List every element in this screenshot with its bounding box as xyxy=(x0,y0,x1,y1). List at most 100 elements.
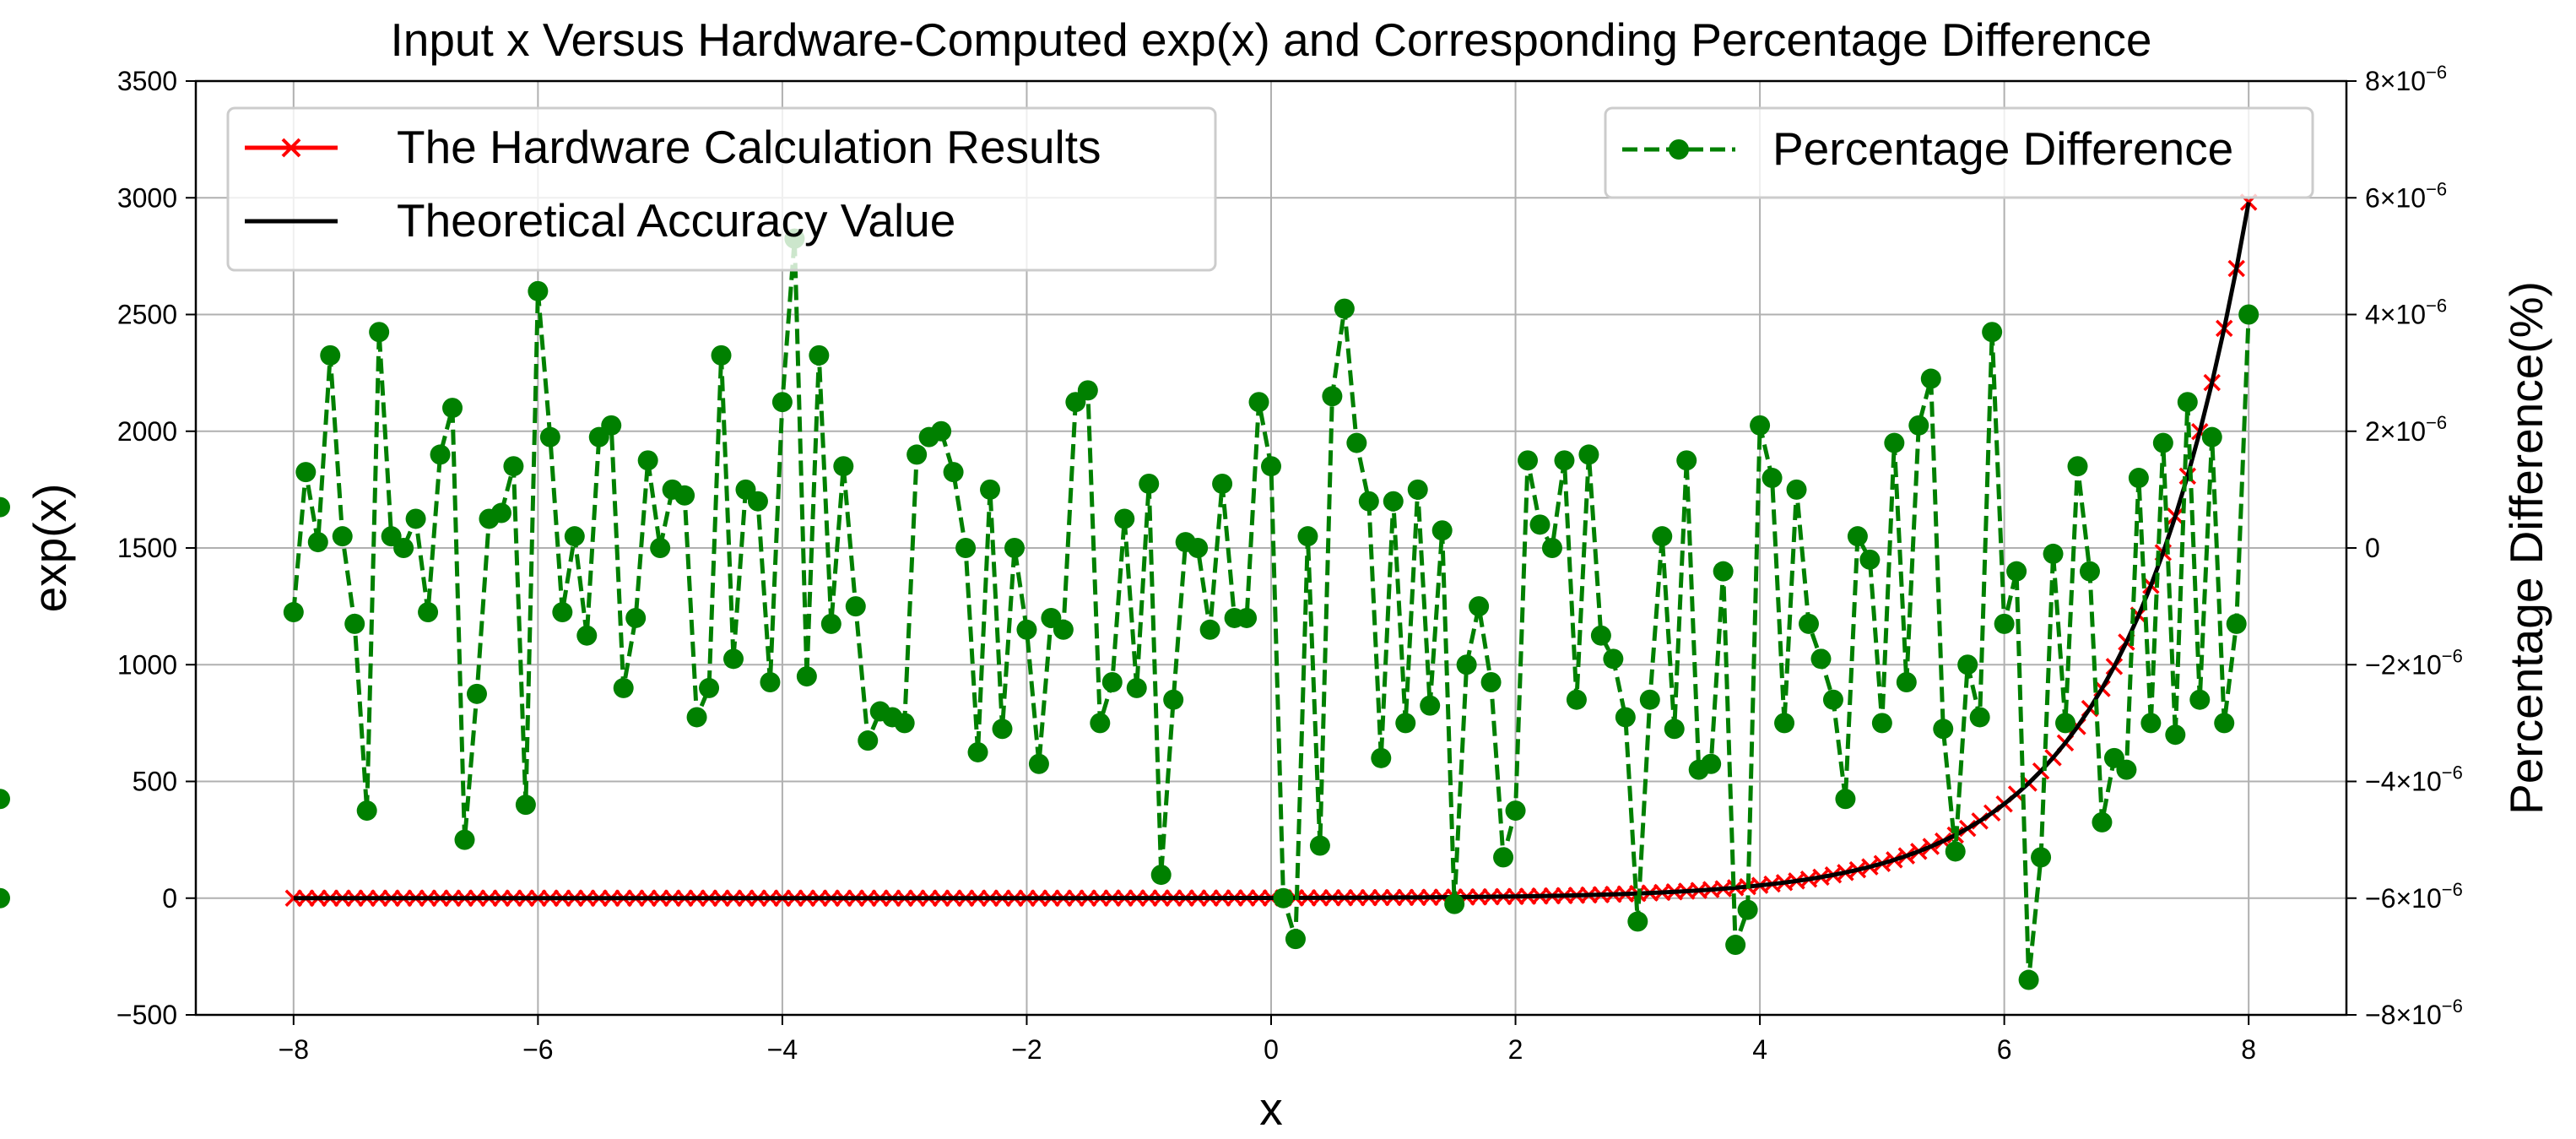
series-percentage-marker xyxy=(1810,648,1832,670)
series-percentage-marker xyxy=(613,677,634,698)
series-percentage-marker xyxy=(552,602,573,623)
series-percentage-marker xyxy=(1237,607,1258,628)
series-percentage-marker xyxy=(2177,392,2198,413)
series-percentage-marker xyxy=(1199,619,1220,640)
series-percentage-marker xyxy=(1407,479,1428,500)
series-percentage-marker xyxy=(1150,865,1172,886)
x-tick-label: 4 xyxy=(1752,1034,1767,1065)
series-percentage-marker xyxy=(564,526,585,547)
series-percentage-marker xyxy=(1603,648,1624,670)
series-percentage-marker xyxy=(711,344,732,366)
series-percentage-marker xyxy=(1505,800,1526,822)
series-percentage-marker xyxy=(1077,380,1098,401)
series-percentage-marker xyxy=(760,671,781,692)
series-percentage-marker xyxy=(2116,759,2137,780)
series-percentage-marker xyxy=(1297,526,1318,547)
x-axis-label: x xyxy=(1259,1082,1283,1135)
series-percentage-marker xyxy=(1590,625,1611,646)
series-percentage-marker xyxy=(1799,613,1819,634)
y-tick-label: 2500 xyxy=(117,300,177,330)
legend-right: Percentage Difference xyxy=(1604,106,2314,199)
series-percentage-marker xyxy=(1101,671,1123,692)
series-percentage-marker xyxy=(1114,508,1135,529)
series-percentage-marker xyxy=(2238,304,2259,325)
series-percentage-marker xyxy=(820,613,842,634)
series-percentage-marker xyxy=(699,677,720,698)
series-percentage-marker xyxy=(1664,719,1685,740)
series-percentage-marker xyxy=(1554,450,1575,471)
series-percentage-marker xyxy=(601,415,622,436)
legend-theoretical-label: Theoretical Accuracy Value xyxy=(397,194,955,247)
series-percentage-marker xyxy=(931,420,952,442)
legend-right-box xyxy=(1604,106,2314,199)
series-percentage-marker xyxy=(1139,473,1160,494)
y2-tick-label: −8×10−6 xyxy=(2365,995,2463,1030)
series-percentage-marker xyxy=(1212,473,1233,494)
series-percentage-marker xyxy=(1358,491,1379,512)
series-percentage-marker xyxy=(1334,298,1355,319)
series-percentage-marker xyxy=(845,596,866,617)
series-percentage-marker xyxy=(1713,561,1734,582)
series-percentage-marker xyxy=(1004,538,1025,558)
y-tick-label: 1000 xyxy=(117,649,177,680)
series-percentage-marker xyxy=(1920,368,1941,389)
series-percentage-marker xyxy=(1578,444,1599,465)
series-percentage-marker xyxy=(1994,613,2015,634)
series-percentage-marker xyxy=(943,462,964,483)
series-percentage-marker xyxy=(1346,432,1367,453)
y2-tick-label: 8×10−6 xyxy=(2365,62,2447,96)
series-percentage-marker xyxy=(1884,432,1905,453)
series-percentage-marker xyxy=(2152,432,2173,453)
y-tick-label: 3500 xyxy=(117,66,177,96)
series-percentage-marker xyxy=(1016,619,1037,640)
series-percentage-marker xyxy=(1908,415,1929,436)
legend-left: The Hardware Calculation Results Theoret… xyxy=(226,106,1217,272)
x-axis-ticks: −8 −6 −4 −2 0 2 4 6 8 xyxy=(279,1015,2256,1065)
legend-hardware-label: The Hardware Calculation Results xyxy=(397,121,1101,173)
series-percentage-marker xyxy=(980,479,1001,500)
y-tick-label: 0 xyxy=(162,883,177,914)
y-axis-ticks: −500 0 500 1000 1500 2000 2500 3000 3500 xyxy=(116,66,196,1030)
series-percentage-marker xyxy=(1371,747,1392,768)
series-percentage-marker xyxy=(1627,911,1648,932)
series-percentage-marker xyxy=(405,508,426,529)
series-percentage-marker xyxy=(1469,596,1490,617)
series-percentage-marker xyxy=(576,625,598,646)
series-percentage-marker xyxy=(1957,654,1978,675)
series-percentage-marker xyxy=(1639,689,1660,710)
series-percentage-marker xyxy=(2214,713,2235,734)
series-percentage-marker xyxy=(992,719,1013,740)
series-percentage-marker xyxy=(1701,753,1722,774)
series-percentage-marker xyxy=(906,444,928,465)
series-percentage-marker xyxy=(1285,929,1306,950)
series-percentage-marker xyxy=(1322,386,1343,407)
series-percentage-marker xyxy=(723,648,744,670)
series-percentage-marker xyxy=(1750,415,1771,436)
x-tick-label: 2 xyxy=(1508,1034,1523,1065)
series-percentage-marker xyxy=(1541,538,1562,558)
series-percentage-marker xyxy=(2043,543,2064,564)
series-percentage-marker xyxy=(967,741,988,762)
series-percentage-marker xyxy=(320,344,341,366)
series-percentage-marker xyxy=(1676,450,1697,471)
series-percentage-marker xyxy=(2079,561,2100,582)
series-percentage-marker xyxy=(0,789,10,810)
series-percentage-marker xyxy=(2055,713,2076,734)
series-percentage-marker xyxy=(796,666,817,687)
series-percentage-marker xyxy=(1456,654,1477,675)
y2-tick-label: −2×10−6 xyxy=(2365,645,2463,680)
series-percentage-marker xyxy=(1725,935,1746,956)
series-percentage-marker xyxy=(1529,514,1550,535)
legend-percentage-label: Percentage Difference xyxy=(1772,122,2233,175)
series-percentage-marker xyxy=(418,602,439,623)
series-percentage-marker xyxy=(1383,491,1404,512)
series-percentage-marker xyxy=(1053,619,1074,640)
x-tick-label: 0 xyxy=(1264,1034,1279,1065)
series-percentage-marker xyxy=(2201,426,2222,447)
y-tick-label: 1500 xyxy=(117,533,177,563)
chart-title: Input x Versus Hardware-Computed exp(x) … xyxy=(390,14,2151,66)
series-percentage-marker xyxy=(1871,713,1892,734)
y-axis-label: exp(x) xyxy=(24,484,76,613)
series-percentage-marker xyxy=(1273,887,1294,908)
